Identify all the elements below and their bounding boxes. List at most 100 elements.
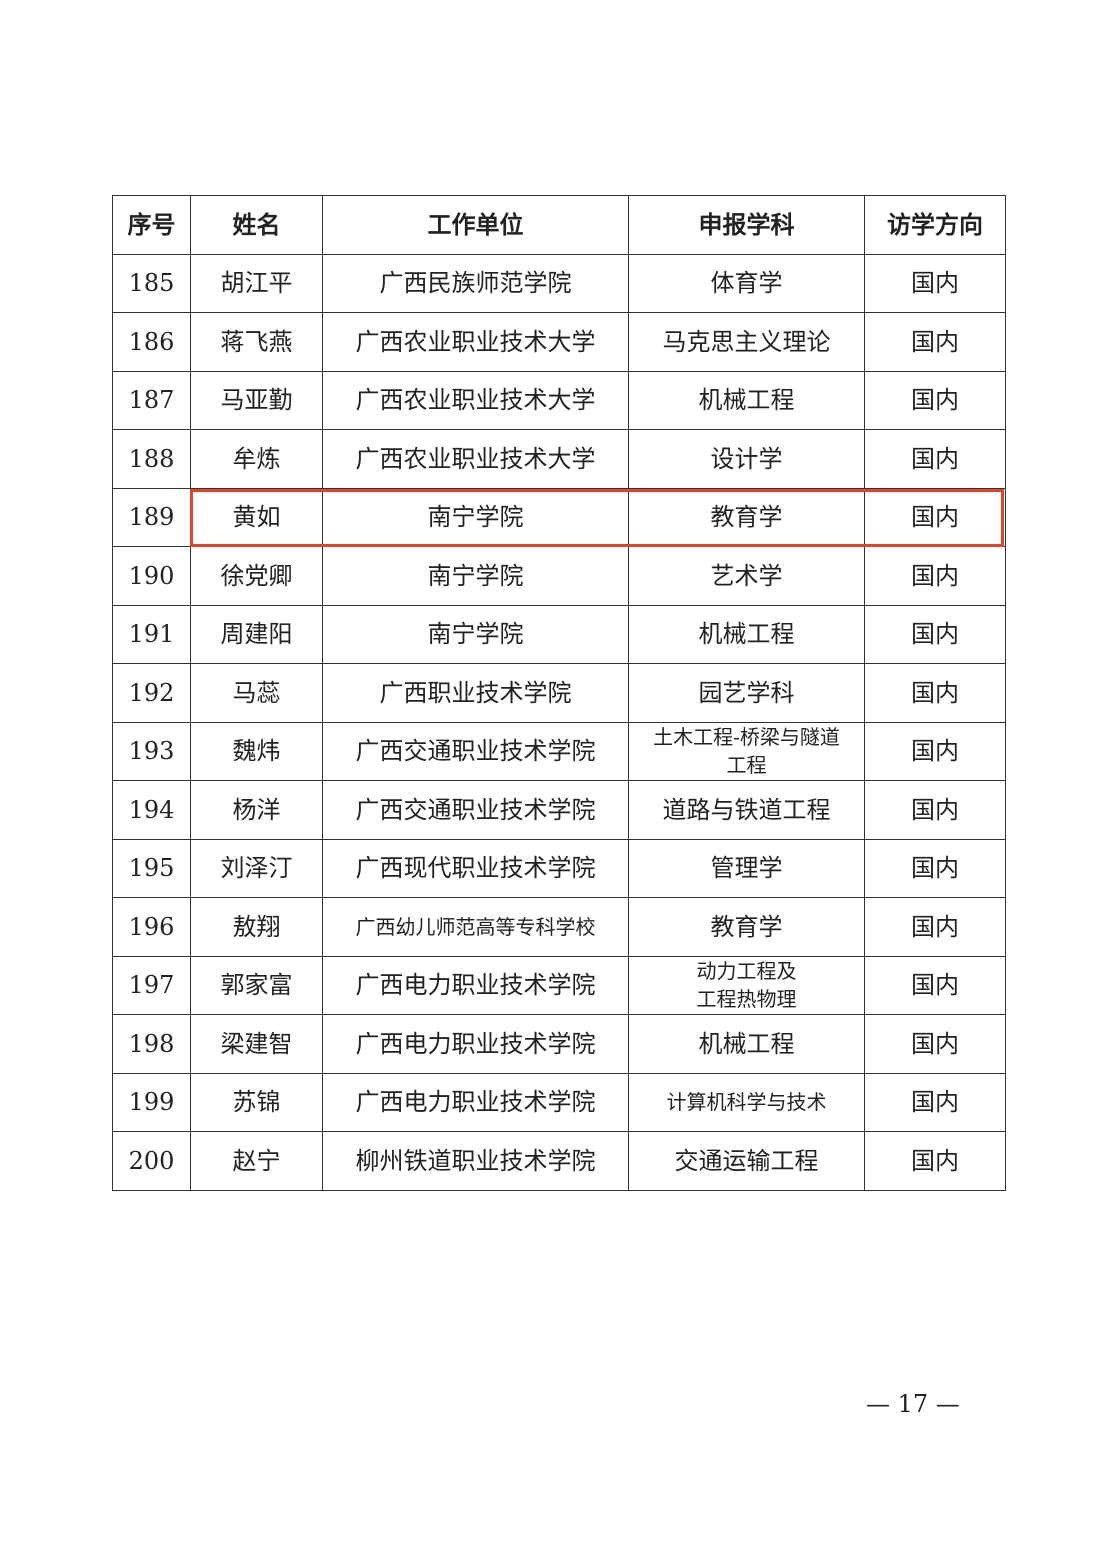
cell-col-subject: 艺术学 (628, 546, 865, 606)
header-col-direction: 访学方向 (864, 195, 1006, 255)
cell-col-unit: 广西电力职业技术学院 (322, 1014, 629, 1074)
cell-col-unit: 广西电力职业技术学院 (322, 1072, 629, 1132)
cell-col-index: 199 (112, 1072, 191, 1132)
table-row: 199 苏锦 广西电力职业技术学院 计算机科学与技术 国内 (112, 1072, 1006, 1132)
cell-col-unit: 广西职业技术学院 (322, 663, 629, 723)
cell-col-index: 200 (112, 1131, 191, 1191)
cell-col-index: 190 (112, 546, 191, 606)
cell-col-unit: 柳州铁道职业技术学院 (322, 1131, 629, 1191)
cell-col-subject: 计算机科学与技术 (628, 1072, 865, 1132)
cell-col-subject: 设计学 (628, 429, 865, 489)
cell-col-name: 周建阳 (190, 604, 323, 664)
cell-col-direction: 国内 (864, 546, 1006, 606)
cell-col-name: 牟炼 (190, 429, 323, 489)
cell-col-unit: 广西现代职业技术学院 (322, 838, 629, 898)
cell-col-direction: 国内 (864, 253, 1006, 313)
table-row: 197 郭家富 广西电力职业技术学院 动力工程及 工程热物理 国内 (112, 955, 1006, 1015)
table-row: 198 梁建智 广西电力职业技术学院 机械工程 国内 (112, 1014, 1006, 1074)
cell-col-index: 186 (112, 312, 191, 372)
cell-col-name: 蒋飞燕 (190, 312, 323, 372)
table-row: 192 马蕊 广西职业技术学院 园艺学科 国内 (112, 663, 1006, 723)
cell-col-direction: 国内 (864, 780, 1006, 840)
header-col-unit: 工作单位 (322, 195, 629, 255)
cell-col-index: 198 (112, 1014, 191, 1074)
cell-col-direction: 国内 (864, 487, 1006, 547)
table-row: 187 马亚勤 广西农业职业技术大学 机械工程 国内 (112, 370, 1006, 430)
table-row: 194 杨洋 广西交通职业技术学院 道路与铁道工程 国内 (112, 780, 1006, 840)
header-col-index: 序号 (112, 195, 191, 255)
header-col-name: 姓名 (190, 195, 323, 255)
cell-col-subject: 道路与铁道工程 (628, 780, 865, 840)
table-row: 193 魏炜 广西交通职业技术学院 土木工程-桥梁与隧道 工程 国内 (112, 721, 1006, 781)
table-row: 191 周建阳 南宁学院 机械工程 国内 (112, 604, 1006, 664)
table-row: 186 蒋飞燕 广西农业职业技术大学 马克思主义理论 国内 (112, 312, 1006, 372)
cell-col-subject: 动力工程及 工程热物理 (628, 955, 865, 1015)
cell-col-direction: 国内 (864, 429, 1006, 489)
cell-col-index: 196 (112, 897, 191, 957)
cell-col-subject: 教育学 (628, 897, 865, 957)
cell-col-unit: 广西民族师范学院 (322, 253, 629, 313)
cell-col-direction: 国内 (864, 312, 1006, 372)
cell-col-subject: 管理学 (628, 838, 865, 898)
cell-col-name: 马亚勤 (190, 370, 323, 430)
table-row: 200 赵宁 柳州铁道职业技术学院 交通运输工程 国内 (112, 1131, 1006, 1191)
cell-col-index: 185 (112, 253, 191, 313)
cell-col-name: 郭家富 (190, 955, 323, 1015)
cell-col-name: 马蕊 (190, 663, 323, 723)
cell-col-direction: 国内 (864, 955, 1006, 1015)
cell-col-subject: 土木工程-桥梁与隧道 工程 (628, 721, 865, 781)
cell-col-name: 胡江平 (190, 253, 323, 313)
cell-col-subject: 机械工程 (628, 370, 865, 430)
cell-col-unit: 广西农业职业技术大学 (322, 312, 629, 372)
cell-col-name: 魏炜 (190, 721, 323, 781)
cell-col-name: 赵宁 (190, 1131, 323, 1191)
cell-col-index: 188 (112, 429, 191, 489)
cell-col-unit: 广西幼儿师范高等专科学校 (322, 897, 629, 957)
cell-col-subject: 园艺学科 (628, 663, 865, 723)
cell-col-name: 杨洋 (190, 780, 323, 840)
visiting-scholar-table: 序号 姓名 工作单位 申报学科 访学方向 185 胡江平 广西民族师范学院 体育学 国内 186 蒋… (112, 195, 1006, 1191)
cell-col-subject: 机械工程 (628, 604, 865, 664)
table-row: 190 徐党卿 南宁学院 艺术学 国内 (112, 546, 1006, 606)
page-number: — 17 — (866, 1390, 960, 1418)
cell-col-subject: 机械工程 (628, 1014, 865, 1074)
cell-col-unit: 南宁学院 (322, 604, 629, 664)
cell-col-unit: 南宁学院 (322, 546, 629, 606)
cell-col-name: 敖翔 (190, 897, 323, 957)
cell-col-unit: 广西电力职业技术学院 (322, 955, 629, 1015)
cell-col-name: 苏锦 (190, 1072, 323, 1132)
cell-col-index: 192 (112, 663, 191, 723)
cell-col-subject: 教育学 (628, 487, 865, 547)
cell-col-unit: 广西农业职业技术大学 (322, 370, 629, 430)
cell-col-name: 黄如 (190, 487, 323, 547)
table-row: 189 黄如 南宁学院 教育学 国内 (112, 487, 1006, 547)
cell-col-unit: 广西交通职业技术学院 (322, 721, 629, 781)
header-col-subject: 申报学科 (628, 195, 865, 255)
cell-col-index: 195 (112, 838, 191, 898)
cell-col-direction: 国内 (864, 663, 1006, 723)
cell-col-subject: 马克思主义理论 (628, 312, 865, 372)
cell-col-subject: 交通运输工程 (628, 1131, 865, 1191)
cell-col-name: 徐党卿 (190, 546, 323, 606)
cell-col-direction: 国内 (864, 1131, 1006, 1191)
table-row: 195 刘泽汀 广西现代职业技术学院 管理学 国内 (112, 838, 1006, 898)
cell-col-unit: 广西交通职业技术学院 (322, 780, 629, 840)
cell-col-direction: 国内 (864, 1072, 1006, 1132)
cell-col-direction: 国内 (864, 721, 1006, 781)
cell-col-direction: 国内 (864, 604, 1006, 664)
cell-col-direction: 国内 (864, 1014, 1006, 1074)
cell-col-subject: 体育学 (628, 253, 865, 313)
cell-col-index: 187 (112, 370, 191, 430)
cell-col-index: 197 (112, 955, 191, 1015)
cell-col-index: 194 (112, 780, 191, 840)
cell-col-direction: 国内 (864, 838, 1006, 898)
table-header-row: 序号 姓名 工作单位 申报学科 访学方向 (112, 195, 1006, 255)
cell-col-unit: 广西农业职业技术大学 (322, 429, 629, 489)
cell-col-name: 刘泽汀 (190, 838, 323, 898)
table-row: 196 敖翔 广西幼儿师范高等专科学校 教育学 国内 (112, 897, 1006, 957)
cell-col-name: 梁建智 (190, 1014, 323, 1074)
table-row: 185 胡江平 广西民族师范学院 体育学 国内 (112, 253, 1006, 313)
cell-col-direction: 国内 (864, 370, 1006, 430)
cell-col-direction: 国内 (864, 897, 1006, 957)
cell-col-index: 193 (112, 721, 191, 781)
